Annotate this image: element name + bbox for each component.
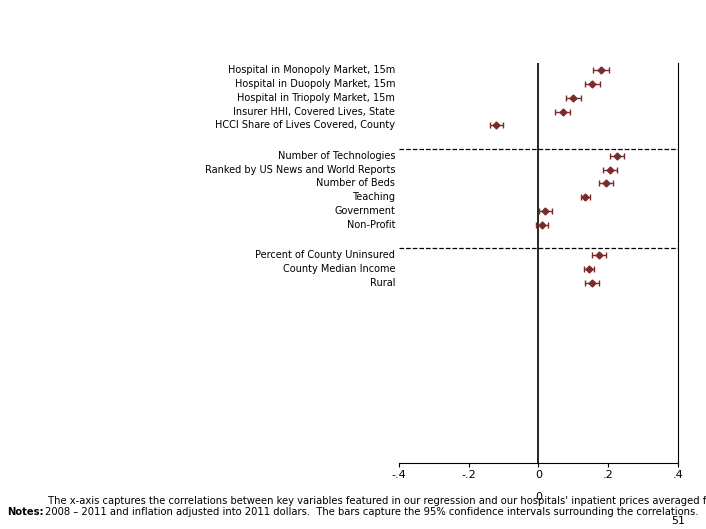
Text: Ranked by US News and World Reports: Ranked by US News and World Reports — [205, 165, 395, 175]
Text: The x-axis captures the correlations between key variables featured in our regre: The x-axis captures the correlations bet… — [45, 496, 706, 517]
Text: Notes:: Notes: — [7, 507, 44, 517]
Text: Government: Government — [335, 206, 395, 216]
Text: HCCI Share of Lives Covered, County: HCCI Share of Lives Covered, County — [215, 121, 395, 131]
Text: Characteristics: Characteristics — [9, 39, 161, 57]
Text: Hospital in Triopoly Market, 15m: Hospital in Triopoly Market, 15m — [237, 93, 395, 103]
Text: Non-Profit: Non-Profit — [347, 220, 395, 230]
Text: 51: 51 — [671, 516, 685, 526]
Text: 0: 0 — [535, 492, 542, 502]
Text: Teaching: Teaching — [352, 192, 395, 202]
Text: Percent of County Uninsured: Percent of County Uninsured — [256, 250, 395, 260]
Text: Bivariate Correlations: Price and Local and Hospital: Bivariate Correlations: Price and Local … — [9, 14, 531, 32]
Text: Insurer HHI, Covered Lives, State: Insurer HHI, Covered Lives, State — [234, 107, 395, 117]
Text: Number of Beds: Number of Beds — [316, 178, 395, 188]
Text: County Median Income: County Median Income — [283, 264, 395, 273]
Text: Number of Technologies: Number of Technologies — [278, 151, 395, 161]
Text: Rural: Rural — [370, 278, 395, 288]
Text: Hospital in Duopoly Market, 15m: Hospital in Duopoly Market, 15m — [235, 79, 395, 89]
Text: Hospital in Monopoly Market, 15m: Hospital in Monopoly Market, 15m — [228, 66, 395, 75]
